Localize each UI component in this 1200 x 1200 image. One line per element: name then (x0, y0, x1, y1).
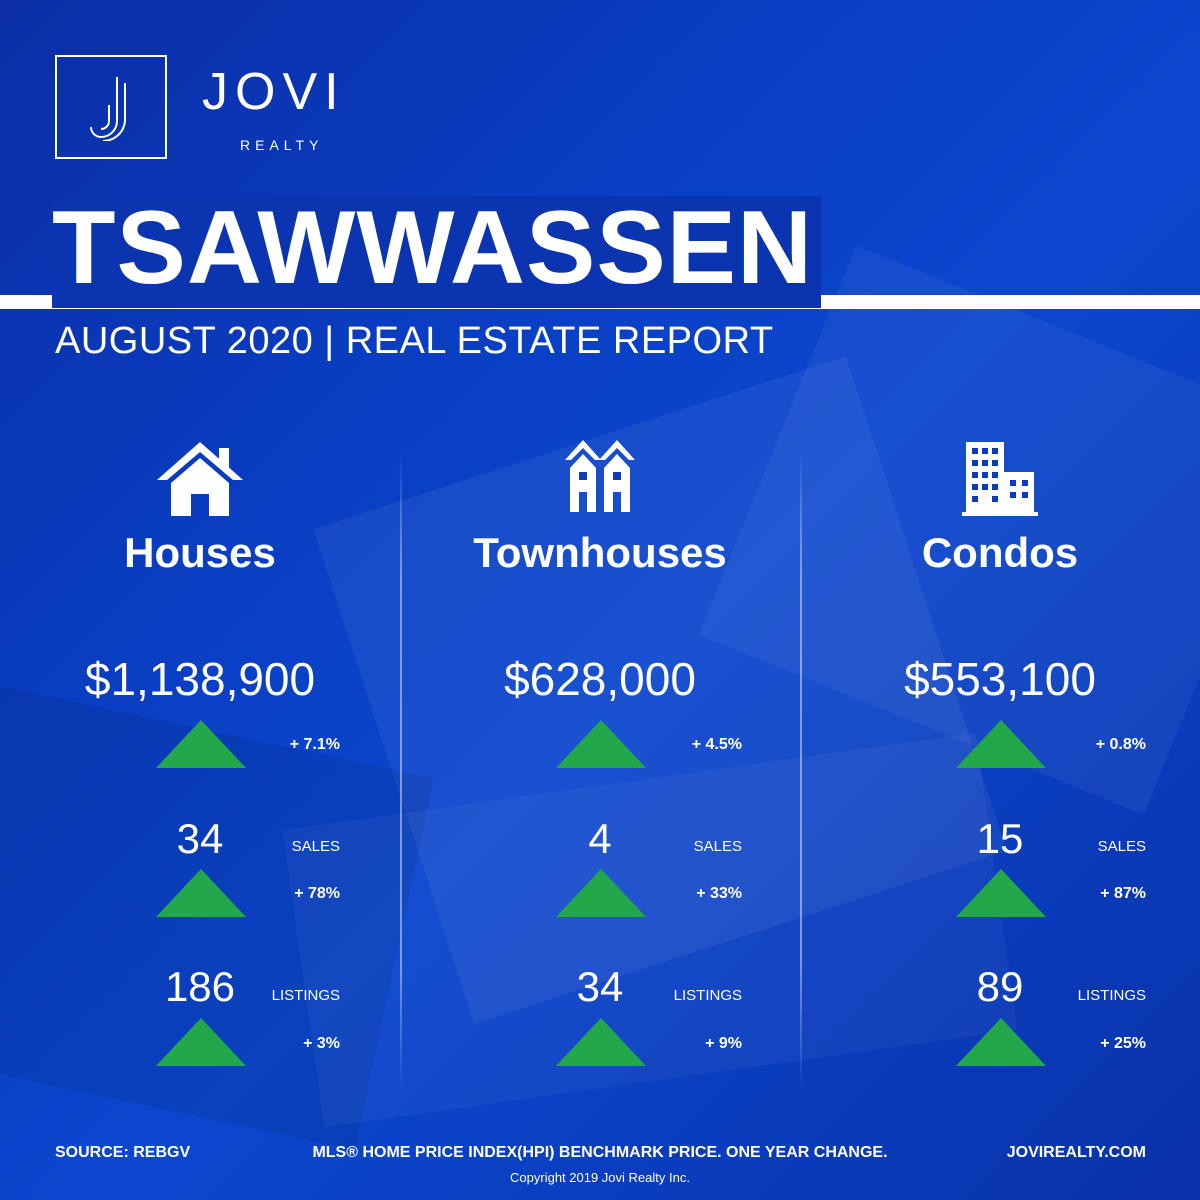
column-condos: Condos $553,100 + 0.8% 15 SALES + 87% 89… (800, 0, 1200, 1200)
footer-note: MLS® HOME PRICE INDEX(HPI) BENCHMARK PRI… (312, 1144, 888, 1161)
arrow-up-icon (556, 1018, 646, 1066)
page-title: TSAWWASSEN (52, 196, 822, 308)
listings-label: LISTINGS (271, 987, 340, 1004)
townhouse-icon (400, 438, 800, 518)
column-divider (400, 450, 402, 1090)
arrow-up-icon (556, 720, 646, 768)
listings-count: 186 (164, 963, 236, 1010)
price-change: + 4.5% (691, 736, 742, 753)
arrow-up-icon (556, 869, 646, 917)
arrow-up-icon (956, 720, 1046, 768)
sales-count: 34 (176, 815, 224, 862)
house-icon (0, 438, 400, 518)
price-change: + 7.1% (289, 736, 340, 753)
arrow-up-icon (156, 720, 246, 768)
sales-change: + 33% (696, 885, 742, 902)
listings-count: 34 (576, 963, 624, 1010)
logo (55, 55, 167, 159)
footer-website[interactable]: JOVIREALTY.COM (1006, 1144, 1146, 1161)
arrow-up-icon (156, 1018, 246, 1066)
brand-subtitle: REALTY (240, 137, 324, 153)
sales-change: + 87% (1100, 885, 1146, 902)
sales-label: SALES (693, 838, 742, 855)
benchmark-price: $628,000 (504, 653, 696, 705)
sales-count: 15 (976, 815, 1024, 862)
arrow-up-icon (956, 869, 1046, 917)
logo-j-mark-icon (90, 77, 126, 141)
sales-label: SALES (291, 838, 340, 855)
footer-source: SOURCE: REBGV (55, 1144, 191, 1161)
benchmark-price: $553,100 (904, 653, 1096, 705)
listings-change: + 3% (303, 1035, 340, 1052)
category-name: Houses (124, 529, 276, 576)
brand-name: JOVI (202, 63, 346, 121)
column-houses: Houses $1,138,900 + 7.1% 34 SALES + 78% … (0, 0, 400, 1200)
listings-change: + 9% (705, 1035, 742, 1052)
category-name: Townhouses (473, 529, 727, 576)
listings-count: 89 (976, 963, 1024, 1010)
category-name: Condos (921, 529, 1079, 576)
sales-count: 4 (588, 815, 612, 862)
column-townhouses: Townhouses $628,000 + 4.5% 4 SALES + 33%… (400, 0, 800, 1200)
listings-label: LISTINGS (673, 987, 742, 1004)
listings-change: + 25% (1100, 1035, 1146, 1052)
copyright: Copyright 2019 Jovi Realty Inc. (510, 1170, 690, 1185)
arrow-up-icon (956, 1018, 1046, 1066)
report-subtitle: AUGUST 2020 | REAL ESTATE REPORT (55, 320, 774, 362)
benchmark-price: $1,138,900 (84, 653, 316, 705)
listings-label: LISTINGS (1077, 987, 1146, 1004)
condo-building-icon (800, 438, 1200, 518)
price-change: + 0.8% (1095, 736, 1146, 753)
sales-label: SALES (1097, 838, 1146, 855)
sales-change: + 78% (294, 885, 340, 902)
arrow-up-icon (156, 869, 246, 917)
column-divider (800, 450, 802, 1090)
